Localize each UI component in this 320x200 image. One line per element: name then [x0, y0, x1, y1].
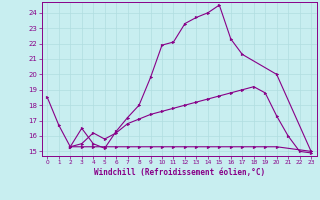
X-axis label: Windchill (Refroidissement éolien,°C): Windchill (Refroidissement éolien,°C) [94, 168, 265, 177]
